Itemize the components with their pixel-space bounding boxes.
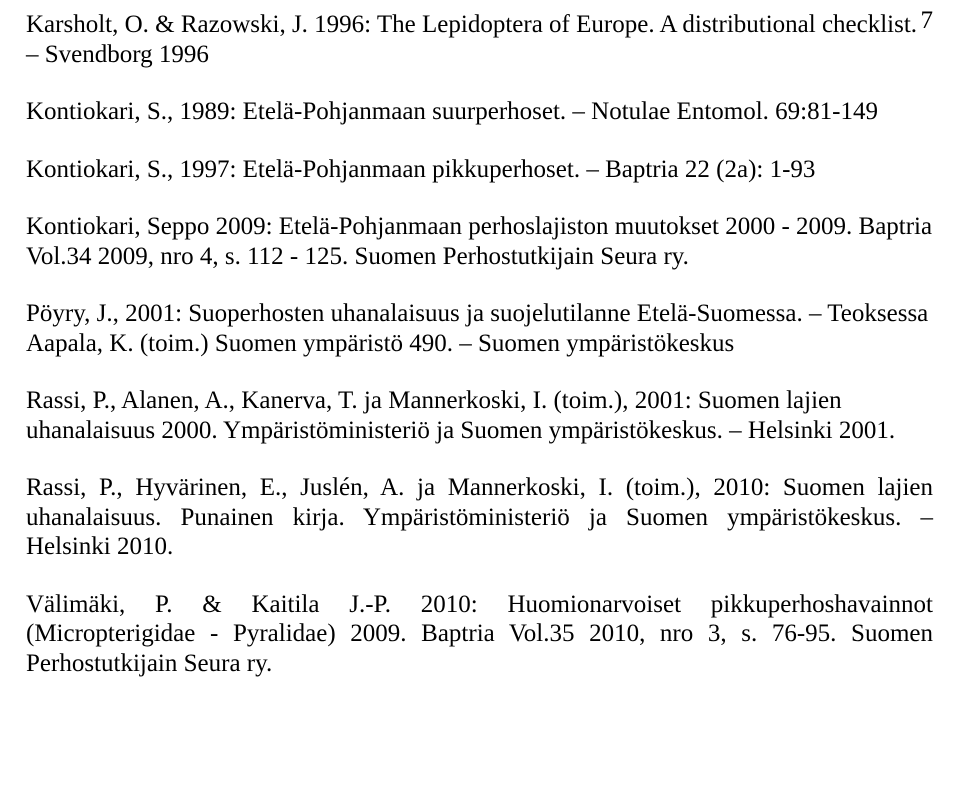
reference-paragraph: Välimäki, P. & Kaitila J.-P. 2010: Huomi… [26,590,933,679]
reference-paragraph: Karsholt, O. & Razowski, J. 1996: The Le… [26,10,933,69]
reference-paragraph: Kontiokari, Seppo 2009: Etelä-Pohjanmaan… [26,212,933,271]
reference-paragraph: Rassi, P., Hyvärinen, E., Juslén, A. ja … [26,473,933,562]
reference-paragraph: Pöyry, J., 2001: Suoperhosten uhanalaisu… [26,299,933,358]
reference-paragraph: Rassi, P., Alanen, A., Kanerva, T. ja Ma… [26,386,933,445]
page-container: 7 Karsholt, O. & Razowski, J. 1996: The … [0,0,959,787]
page-number: 7 [921,6,934,36]
reference-paragraph: Kontiokari, S., 1997: Etelä-Pohjanmaan p… [26,155,933,185]
reference-paragraph: Kontiokari, S., 1989: Etelä-Pohjanmaan s… [26,97,933,127]
